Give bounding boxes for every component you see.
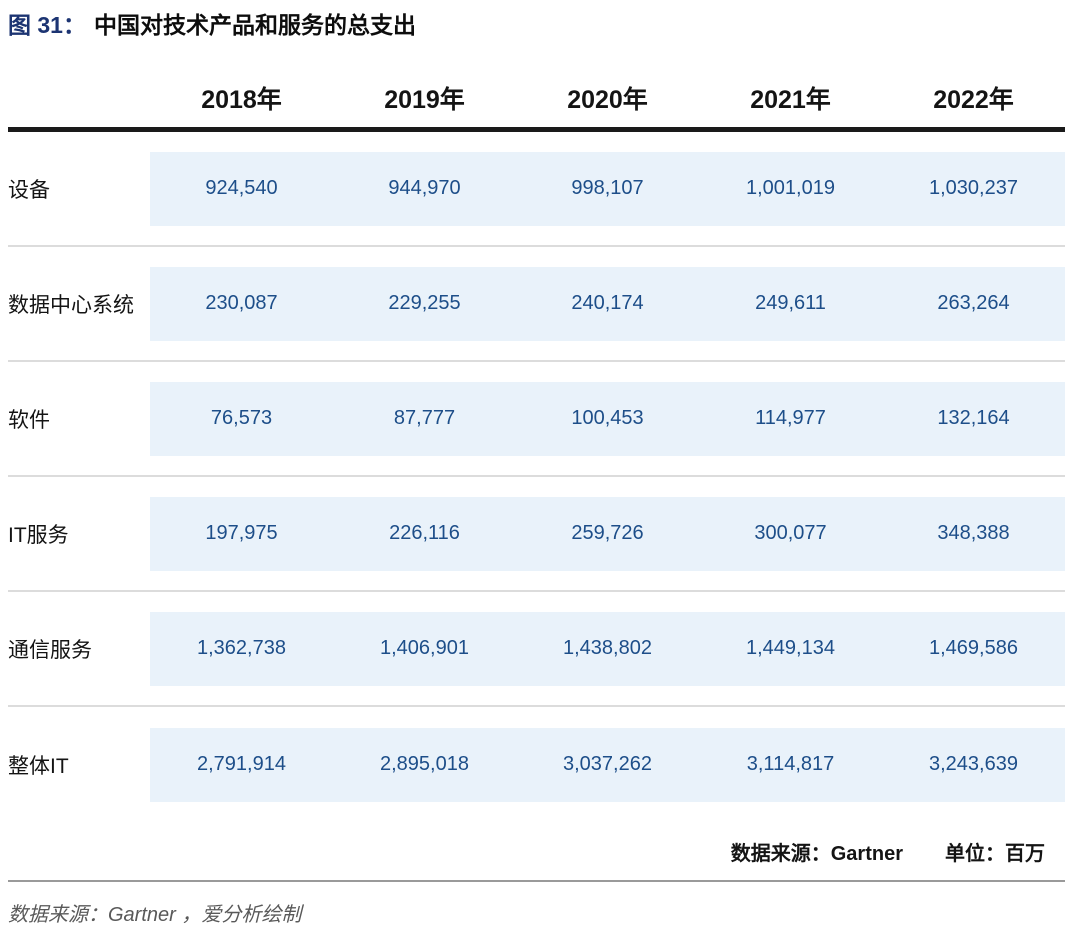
value-cell: 100,453	[571, 407, 644, 429]
value-cell: 3,114,817	[746, 753, 835, 775]
row-label: 设备	[8, 178, 50, 202]
row-band: 2,791,914 2,895,018 3,037,262 3,114,817 …	[150, 727, 1065, 802]
row-band: 230,087 229,255 240,174 249,611 263,264	[150, 266, 1065, 341]
col-header-2021: 2021年	[750, 86, 831, 114]
table-row: 设备 924,540 944,970 998,107 1,001,019 1,0…	[8, 132, 1065, 247]
value-cell: 300,077	[754, 522, 827, 544]
table-row: 整体IT 2,791,914 2,895,018 3,037,262 3,114…	[8, 707, 1065, 822]
table-header-row: 2018年 2019年 2020年 2021年 2022年	[8, 38, 1065, 127]
row-band: 1,362,738 1,406,901 1,438,802 1,449,134 …	[150, 611, 1065, 686]
value-cell: 3,243,639	[929, 753, 1018, 775]
row-label: 软件	[8, 408, 50, 432]
value-cell: 1,362,738	[197, 637, 286, 659]
header-rule	[8, 127, 1065, 132]
value-cell: 1,438,802	[563, 637, 652, 659]
value-cell: 249,611	[755, 292, 826, 314]
value-cell: 998,107	[571, 177, 644, 199]
row-label: IT服务	[8, 523, 69, 547]
value-cell: 87,777	[393, 407, 456, 429]
figure-number: 图 31：	[8, 12, 86, 38]
value-cell: 348,388	[937, 522, 1010, 544]
value-cell: 2,791,914	[197, 753, 286, 775]
value-cell: 114,977	[755, 407, 826, 429]
value-cell: 1,030,237	[929, 177, 1018, 199]
value-cell: 230,087	[205, 292, 278, 314]
row-band: 197,975 226,116 259,726 300,077 348,388	[150, 496, 1065, 571]
row-label: 数据中心系统	[8, 293, 134, 317]
value-cell: 1,001,019	[746, 177, 835, 199]
value-cell: 2,895,018	[380, 753, 469, 775]
col-header-2018: 2018年	[201, 86, 282, 114]
value-cell: 259,726	[571, 522, 644, 544]
value-cell: 197,975	[205, 522, 278, 544]
unit-note: 单位：百万	[945, 842, 1045, 865]
table-bottom-rule	[8, 880, 1065, 882]
value-cell: 263,264	[937, 292, 1010, 314]
row-label: 整体IT	[8, 754, 69, 778]
data-source-note: 数据来源：Gartner	[730, 842, 903, 865]
spending-table: 2018年 2019年 2020年 2021年 2022年 设备 924,540…	[8, 38, 1065, 882]
figure-caption: 数据来源：Gartner ，爱分析绘制	[8, 904, 302, 926]
value-cell: 240,174	[571, 292, 644, 314]
value-cell: 1,406,901	[380, 637, 469, 659]
col-header-2019: 2019年	[384, 86, 465, 114]
value-cell: 226,116	[389, 522, 460, 544]
table-row: IT服务 197,975 226,116 259,726 300,077 348…	[8, 477, 1065, 592]
row-band: 76,573 87,777 100,453 114,977 132,164	[150, 381, 1065, 456]
table-row: 软件 76,573 87,777 100,453 114,977 132,164	[8, 362, 1065, 477]
value-cell: 132,164	[937, 407, 1010, 429]
value-cell: 924,540	[205, 177, 278, 199]
value-cell: 944,970	[388, 177, 461, 199]
table-footer: 数据来源：Gartner 单位：百万	[8, 822, 1065, 880]
value-cell: 3,037,262	[563, 753, 652, 775]
value-cell: 1,449,134	[746, 637, 835, 659]
row-label: 通信服务	[8, 638, 92, 662]
value-cell: 229,255	[388, 292, 461, 314]
table-row: 数据中心系统 230,087 229,255 240,174 249,611 2…	[8, 247, 1065, 362]
col-header-2020: 2020年	[567, 86, 648, 114]
figure-title: 图 31： 中国对技术产品和服务的总支出	[8, 6, 416, 40]
value-cell: 76,573	[210, 407, 273, 429]
row-band: 924,540 944,970 998,107 1,001,019 1,030,…	[150, 151, 1065, 226]
col-header-2022: 2022年	[933, 86, 1014, 114]
value-cell: 1,469,586	[929, 637, 1018, 659]
figure-name: 中国对技术产品和服务的总支出	[93, 12, 416, 38]
table-row: 通信服务 1,362,738 1,406,901 1,438,802 1,449…	[8, 592, 1065, 707]
